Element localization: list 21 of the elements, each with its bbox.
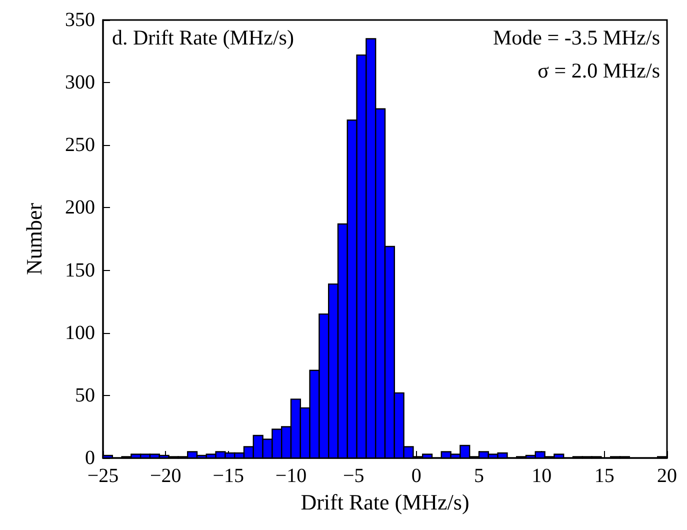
x-tick-label: 5 [474, 465, 484, 487]
x-tick-label: 10 [532, 465, 552, 487]
x-tick-label: 0 [411, 465, 422, 487]
y-tick-label: 150 [65, 259, 95, 282]
annotation: d. Drift Rate (MHz/s) [112, 26, 294, 50]
y-tick-label: 350 [65, 9, 95, 31]
annotation: σ = 2.0 MHz/s [538, 58, 660, 82]
x-tick-label: −20 [150, 465, 182, 487]
y-tick-label: 100 [65, 322, 95, 344]
y-tick-label: 200 [65, 196, 95, 219]
annotation: Mode = -3.5 MHz/s [493, 26, 660, 50]
x-axis-title: Drift Rate (MHz/s) [300, 489, 470, 514]
y-axis-title: Number [22, 202, 46, 276]
x-tick-label: 20 [657, 465, 677, 487]
y-tick-label: 250 [65, 134, 95, 156]
x-tick-label: −15 [212, 465, 244, 487]
x-tick-label: 15 [594, 465, 614, 487]
y-tick-label: 50 [75, 384, 95, 406]
y-tick-label: 300 [65, 72, 95, 94]
x-tick-label: −5 [343, 465, 364, 487]
x-tick-label: −10 [275, 465, 307, 487]
